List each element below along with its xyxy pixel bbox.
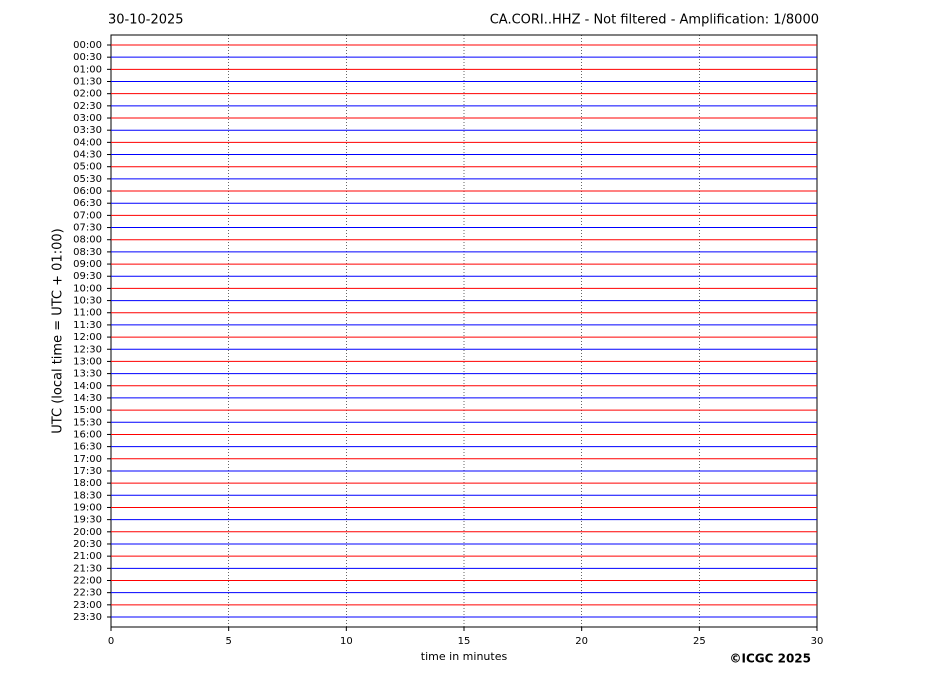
y-tick-label: 16:30 [73, 442, 102, 453]
y-tick-label: 16:00 [73, 429, 102, 440]
copyright: ©ICGC 2025 [729, 652, 811, 666]
y-axis-label: UTC (local time = UTC + 01:00) [51, 228, 66, 433]
y-tick-label: 21:30 [73, 563, 102, 574]
y-tick-label: 09:00 [73, 259, 102, 270]
y-tick-label: 18:00 [73, 478, 102, 489]
y-tick-label: 14:30 [73, 393, 102, 404]
y-tick-label: 19:30 [73, 515, 102, 526]
y-tick-label: 02:00 [73, 89, 102, 100]
y-tick-label: 03:00 [73, 113, 102, 124]
x-tick-label: 15 [458, 636, 471, 647]
y-tick-label: 13:30 [73, 369, 102, 380]
y-tick-label: 01:00 [73, 64, 102, 75]
x-tick-label: 25 [693, 636, 706, 647]
y-tick-label: 01:30 [73, 77, 102, 88]
y-tick-label: 22:00 [73, 575, 102, 586]
y-tick-label: 11:30 [73, 320, 102, 331]
y-tick-label: 17:30 [73, 466, 102, 477]
x-tick-label: 20 [575, 636, 588, 647]
y-tick-label: 21:00 [73, 551, 102, 562]
y-tick-label: 09:30 [73, 271, 102, 282]
y-tick-label: 07:00 [73, 210, 102, 221]
y-tick-label: 11:00 [73, 308, 102, 319]
x-tick-label: 0 [108, 636, 114, 647]
y-tick-label: 20:30 [73, 539, 102, 550]
y-tick-label: 15:30 [73, 417, 102, 428]
y-tick-label: 05:30 [73, 174, 102, 185]
y-tick-label: 12:00 [73, 332, 102, 343]
plot-frame [110, 34, 818, 628]
y-tick-label: 05:00 [73, 162, 102, 173]
y-tick-label: 15:00 [73, 405, 102, 416]
y-tick-label: 17:00 [73, 454, 102, 465]
x-tick-label: 30 [811, 636, 824, 647]
y-tick-label: 12:30 [73, 344, 102, 355]
y-tick-label: 20:00 [73, 527, 102, 538]
y-tick-label: 22:30 [73, 588, 102, 599]
y-tick-label: 03:30 [73, 125, 102, 136]
y-tick-label: 10:30 [73, 296, 102, 307]
y-tick-label: 06:00 [73, 186, 102, 197]
y-tick-label: 07:30 [73, 223, 102, 234]
y-tick-label: 19:00 [73, 502, 102, 513]
x-tick-label: 10 [340, 636, 353, 647]
y-tick-label: 06:30 [73, 198, 102, 209]
y-tick-label: 14:00 [73, 381, 102, 392]
chart-title: CA.CORI..HHZ - Not filtered - Amplificat… [490, 13, 819, 28]
y-tick-label: 23:30 [73, 612, 102, 623]
y-tick-label: 23:00 [73, 600, 102, 611]
chart-date: 30-10-2025 [108, 13, 184, 28]
y-tick-label: 00:30 [73, 52, 102, 63]
y-tick-label: 02:30 [73, 101, 102, 112]
y-tick-label: 04:00 [73, 137, 102, 148]
y-tick-label: 08:00 [73, 235, 102, 246]
y-tick-label: 00:00 [73, 40, 102, 51]
x-axis-label: time in minutes [421, 650, 508, 663]
y-tick-label: 04:30 [73, 150, 102, 161]
x-tick-label: 5 [225, 636, 231, 647]
y-tick-label: 13:00 [73, 356, 102, 367]
y-tick-label: 18:30 [73, 490, 102, 501]
y-tick-label: 10:00 [73, 283, 102, 294]
y-tick-label: 08:30 [73, 247, 102, 258]
